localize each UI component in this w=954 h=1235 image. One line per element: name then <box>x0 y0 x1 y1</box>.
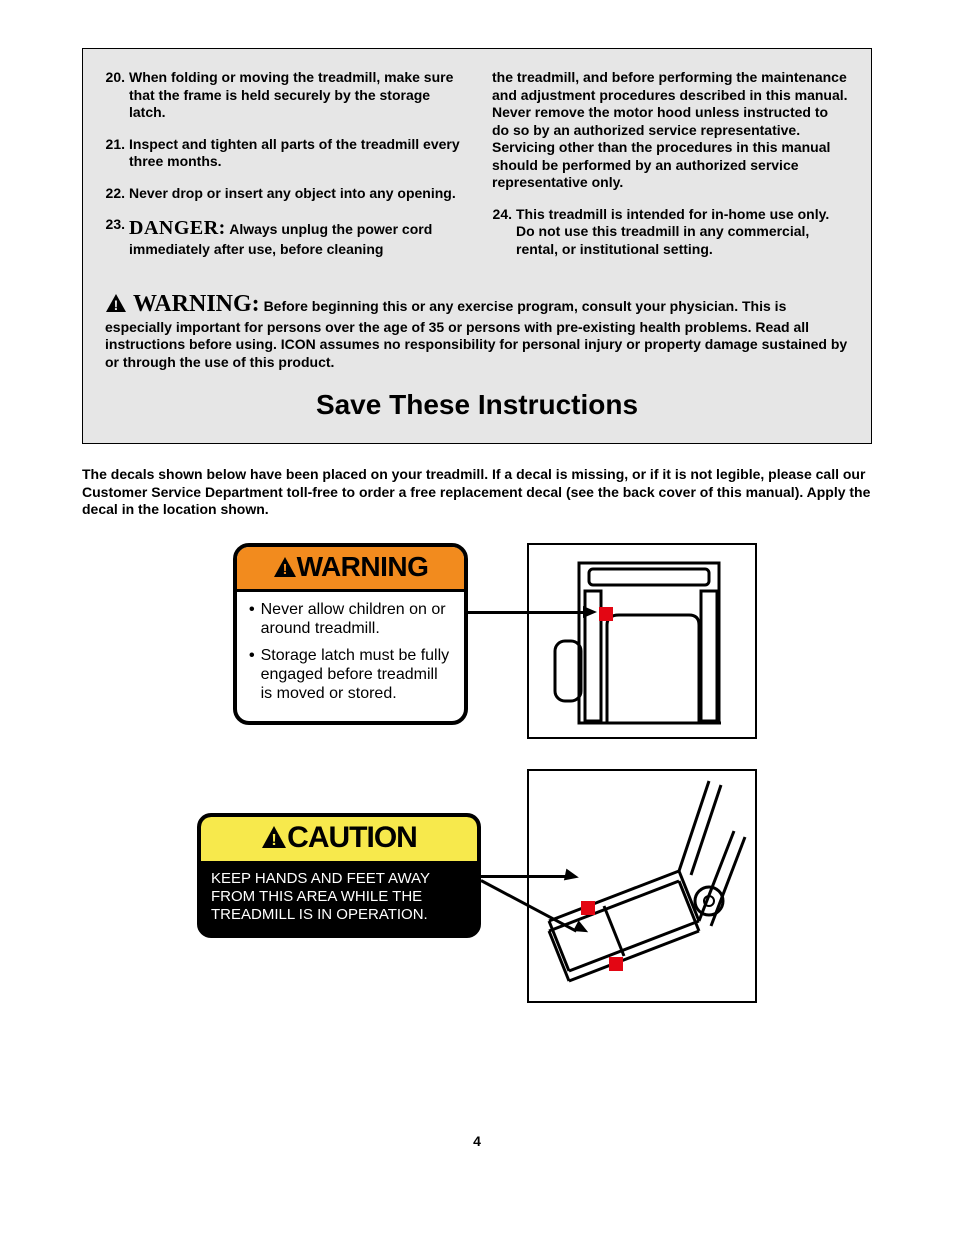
instructions-box: 20. When folding or moving the treadmill… <box>82 48 872 444</box>
instruction-item: 21. Inspect and tighten all parts of the… <box>105 136 462 171</box>
treadmill-base-illustration <box>529 771 755 1001</box>
warning-bullet: • Storage latch must be fully engaged be… <box>249 646 452 704</box>
treadmill-diagram-top <box>527 543 757 739</box>
warning-decal-label: ! WARNING • Never allow children on or a… <box>233 543 468 726</box>
caution-triangle-icon: ! <box>261 825 287 849</box>
warning-decal-body: • Never allow children on or around trea… <box>237 592 464 722</box>
continuation-text: the treadmill, and before performing the… <box>492 69 849 192</box>
svg-text:!: ! <box>114 297 119 313</box>
item-text: This treadmill is intended for in-home u… <box>516 206 849 259</box>
item-number: 21. <box>105 136 129 171</box>
svg-text:!: ! <box>282 561 287 578</box>
bullet-dot: • <box>249 646 261 704</box>
decal-location-marker <box>609 957 623 971</box>
caution-decal-label: ! CAUTION KEEP HANDS AND FEET AWAY FROM … <box>197 813 481 938</box>
item-text: When folding or moving the treadmill, ma… <box>129 69 462 122</box>
caution-decal-header-text: CAUTION <box>287 821 417 854</box>
treadmill-folded-illustration <box>529 545 755 737</box>
item-text: Never drop or insert any object into any… <box>129 185 462 203</box>
instruction-item: 22. Never drop or insert any object into… <box>105 185 462 203</box>
arrow-head-icon <box>564 868 580 883</box>
item-number: 23. <box>105 216 129 259</box>
svg-text:!: ! <box>272 832 277 849</box>
right-column: the treadmill, and before performing the… <box>492 69 849 273</box>
bullet-text: Storage latch must be fully engaged befo… <box>261 646 452 704</box>
warning-triangle-icon: ! <box>273 556 297 578</box>
danger-word: DANGER: <box>129 217 226 239</box>
decal-diagram-area: ! WARNING • Never allow children on or a… <box>197 543 757 1023</box>
item-number: 20. <box>105 69 129 122</box>
bullet-text: Never allow children on or around treadm… <box>261 600 452 638</box>
instruction-item-danger: 23. DANGER: Always unplug the power cord… <box>105 216 462 259</box>
decal-intro: The decals shown below have been placed … <box>82 466 872 519</box>
decal-location-marker <box>581 901 595 915</box>
warning-decal-header-text: WARNING <box>297 551 429 582</box>
item-number: 22. <box>105 185 129 203</box>
arrow-head-icon <box>583 606 597 618</box>
item-text: DANGER: Always unplug the power cord imm… <box>129 216 462 259</box>
warning-triangle-icon: ! <box>105 293 127 318</box>
two-column-list: 20. When folding or moving the treadmill… <box>105 69 849 273</box>
warning-paragraph: ! WARNING: Before beginning this or any … <box>105 289 849 372</box>
pointer-arrow <box>481 875 567 878</box>
decal-location-marker <box>599 607 613 621</box>
save-instructions-heading: Save These Instructions <box>105 389 849 421</box>
warning-bullet: • Never allow children on or around trea… <box>249 600 452 638</box>
pointer-arrow <box>468 611 586 614</box>
bullet-dot: • <box>249 600 261 638</box>
caution-decal-body: KEEP HANDS AND FEET AWAY FROM THIS AREA … <box>201 864 477 934</box>
item-number: 24. <box>492 206 516 259</box>
treadmill-diagram-bottom <box>527 769 757 1003</box>
left-column: 20. When folding or moving the treadmill… <box>105 69 462 273</box>
instruction-item: 24. This treadmill is intended for in-ho… <box>492 206 849 259</box>
manual-page: 20. When folding or moving the treadmill… <box>0 0 954 1179</box>
warning-decal-header: ! WARNING <box>237 547 464 592</box>
instruction-item: 20. When folding or moving the treadmill… <box>105 69 462 122</box>
item-text: Inspect and tighten all parts of the tre… <box>129 136 462 171</box>
caution-decal-header: ! CAUTION <box>201 817 477 864</box>
warning-word: WARNING: <box>133 291 260 317</box>
page-number: 4 <box>82 1133 872 1149</box>
